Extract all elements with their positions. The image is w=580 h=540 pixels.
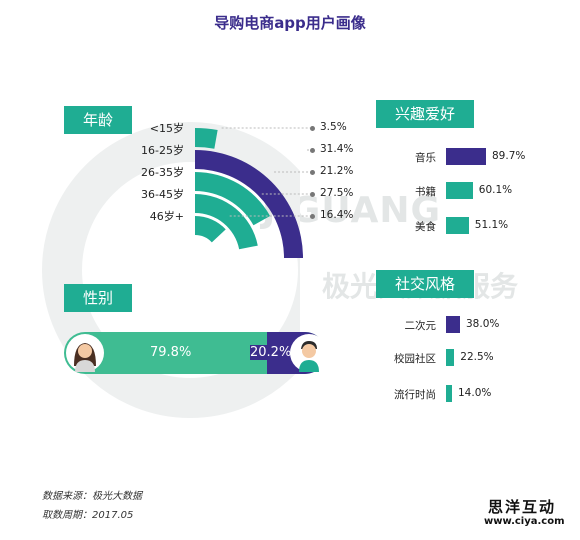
male-avatar-icon [290, 334, 328, 372]
logo-url: www.ciya.com [484, 516, 565, 527]
age-value-dot [310, 147, 315, 153]
footer-period: 取数周期：2017.05 [42, 510, 134, 521]
bar [446, 316, 460, 333]
watermark-ring [42, 122, 300, 418]
age-bar-2 [195, 172, 271, 226]
age-value-label: 3.5% [320, 121, 347, 133]
bar-category-label: 书籍 [415, 186, 436, 198]
female-avatar-icon [66, 334, 104, 372]
section-social: 社交风格 [376, 270, 474, 298]
age-value-label: 27.5% [320, 187, 354, 199]
bar-value-label: 89.7% [492, 150, 526, 162]
bar-value-label: 22.5% [460, 351, 494, 363]
section-interest: 兴趣爱好 [376, 100, 474, 128]
age-value-dot [310, 125, 315, 131]
bar-category-label: 二次元 [404, 320, 437, 332]
age-category-label: 26-35岁 [141, 166, 184, 179]
age-bar-3 [195, 194, 258, 250]
bar [446, 217, 469, 234]
page-title: 导购电商app用户画像 [214, 14, 366, 32]
age-value-label: 31.4% [320, 143, 354, 155]
bar-category-label: 美食 [415, 221, 436, 233]
bar-category-label: 流行时尚 [394, 389, 436, 401]
age-category-label: <15岁 [149, 122, 184, 135]
bar [446, 385, 452, 402]
footer-source: 数据来源：极光大数据 [42, 491, 142, 502]
section-gender: 性别 [64, 284, 132, 312]
bar-value-label: 60.1% [478, 184, 513, 196]
bar-value-label: 51.1% [474, 219, 509, 231]
bar-category-label: 校园社区 [394, 353, 436, 365]
age-category-label: 46岁+ [149, 210, 184, 223]
age-bar-0 [195, 128, 218, 149]
bar-category-label: 音乐 [415, 152, 436, 164]
logo: 思洋互动 www.ciya.com [480, 496, 566, 530]
age-value-dot [310, 169, 315, 175]
age-bar-1 [195, 150, 303, 258]
section-age: 年龄 [64, 106, 132, 134]
age-category-label: 16-25岁 [141, 144, 184, 157]
logo-name: 思洋互动 [488, 498, 557, 516]
age-value-dot [310, 213, 315, 219]
bar [446, 148, 486, 165]
age-value-dot [310, 191, 315, 197]
bar [446, 349, 455, 366]
age-category-label: 36-45岁 [141, 188, 184, 201]
age-value-label: 21.2% [320, 165, 354, 177]
bar-value-label: 38.0% [466, 318, 500, 330]
bar-value-label: 14.0% [458, 387, 492, 399]
gender-female-value: 79.8% [150, 345, 192, 360]
gender-male-value: 20.2% [250, 345, 292, 360]
bar [446, 182, 473, 199]
age-value-label: 16.4% [320, 209, 354, 221]
age-bar-4 [195, 216, 226, 243]
